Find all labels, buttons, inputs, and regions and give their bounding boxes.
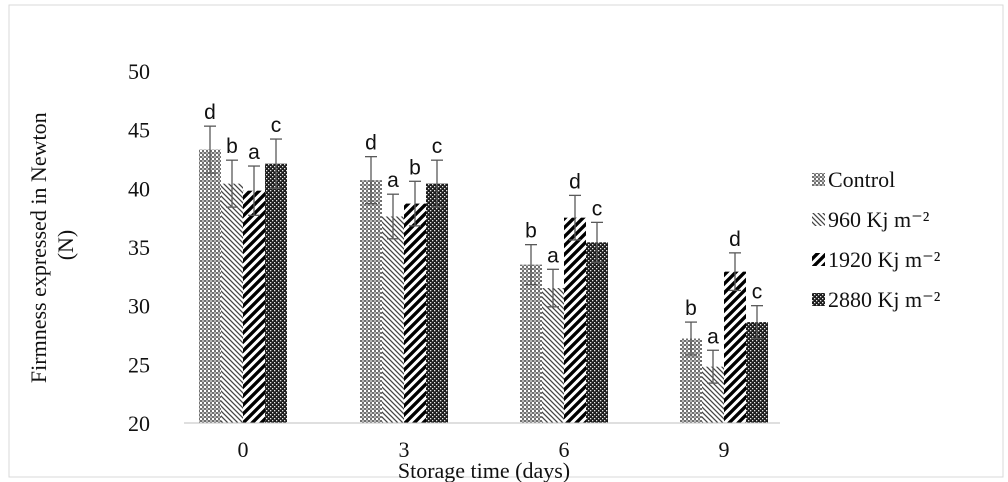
y-tick-label: 35 <box>128 235 150 260</box>
significance-letter: a <box>707 325 719 348</box>
bar <box>221 183 243 423</box>
significance-letter: a <box>547 244 559 267</box>
significance-letter: d <box>729 228 741 251</box>
bar <box>426 183 448 423</box>
bar <box>199 149 221 423</box>
bar <box>360 180 382 423</box>
significance-letter: c <box>752 281 763 304</box>
chart-border <box>8 4 1004 478</box>
significance-letter: b <box>226 135 238 158</box>
bar <box>265 163 287 423</box>
y-tick-label: 25 <box>128 352 150 377</box>
legend-swatch <box>812 173 825 186</box>
significance-letter: d <box>569 170 581 193</box>
x-tick-label: 6 <box>559 437 570 462</box>
significance-letter: b <box>525 220 537 243</box>
x-tick-label: 0 <box>238 437 249 462</box>
y-tick-label: 45 <box>128 118 150 143</box>
y-tick-label: 40 <box>128 176 150 201</box>
bar <box>564 217 586 423</box>
significance-letter: b <box>409 156 421 179</box>
legend-swatch <box>812 213 825 226</box>
legend: Control 960 Kj m⁻² 1920 Kj m⁻² 2880 Kj m⁻² <box>812 167 941 312</box>
bar <box>746 322 768 423</box>
legend-swatch <box>812 253 825 266</box>
bar <box>680 338 702 423</box>
significance-letter: c <box>432 135 443 158</box>
legend-label: 1920 Kj m⁻² <box>828 247 941 272</box>
significance-letter: a <box>248 141 260 164</box>
y-axis-title: Firmness expressed in Newton (N) <box>26 107 78 383</box>
y-tick-label: 30 <box>128 294 150 319</box>
bar <box>243 190 265 423</box>
significance-letter: c <box>592 197 603 220</box>
error-bars-group <box>204 125 763 384</box>
significance-letter: a <box>387 169 399 192</box>
x-tick-label: 3 <box>399 437 410 462</box>
significance-letter: d <box>365 132 377 155</box>
bar <box>382 216 404 423</box>
y-tick-label: 50 <box>128 59 150 84</box>
bar <box>404 203 426 423</box>
x-axis-title: Storage time (days) <box>398 458 570 482</box>
legend-label: Control <box>828 167 895 192</box>
bar <box>702 366 724 423</box>
x-axis: 0 3 6 9 <box>238 437 730 462</box>
legend-label: 960 Kj m⁻² <box>828 207 930 232</box>
legend-label: 2880 Kj m⁻² <box>828 287 941 312</box>
legend-swatch <box>812 293 825 306</box>
bar <box>586 242 608 423</box>
y-tick-label: 20 <box>128 411 150 436</box>
bar <box>724 271 746 423</box>
bar <box>542 288 564 423</box>
bar <box>520 264 542 423</box>
significance-letter: c <box>271 114 282 137</box>
significance-letter: d <box>204 101 216 124</box>
x-tick-label: 9 <box>719 437 730 462</box>
y-axis: 50 45 40 35 30 25 20 <box>128 59 150 436</box>
bars-group <box>199 149 768 423</box>
significance-letter: b <box>685 297 697 320</box>
